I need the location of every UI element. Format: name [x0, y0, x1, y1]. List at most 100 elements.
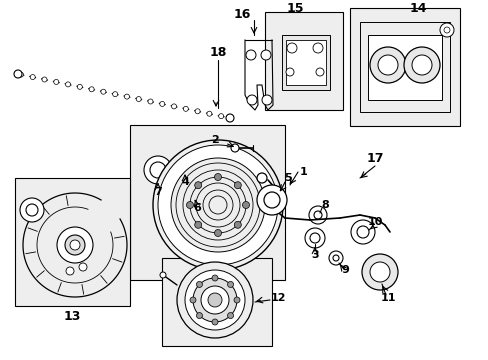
- Circle shape: [285, 68, 293, 76]
- Circle shape: [65, 235, 85, 255]
- Circle shape: [194, 182, 201, 189]
- Circle shape: [177, 262, 252, 338]
- Circle shape: [212, 319, 218, 325]
- Circle shape: [439, 23, 453, 37]
- Circle shape: [361, 254, 397, 290]
- Circle shape: [234, 297, 240, 303]
- Circle shape: [143, 156, 172, 184]
- Circle shape: [175, 157, 195, 177]
- Circle shape: [136, 96, 141, 102]
- Circle shape: [26, 204, 38, 216]
- Circle shape: [160, 272, 165, 278]
- Circle shape: [196, 312, 202, 319]
- Circle shape: [227, 312, 233, 319]
- Text: 7: 7: [154, 187, 162, 197]
- Text: 6: 6: [193, 203, 201, 213]
- Circle shape: [227, 282, 233, 287]
- Circle shape: [245, 50, 256, 60]
- Bar: [162, 258, 271, 346]
- Text: 10: 10: [366, 217, 382, 227]
- Circle shape: [308, 206, 326, 224]
- Bar: [282, 35, 329, 90]
- Circle shape: [186, 202, 193, 208]
- Circle shape: [225, 114, 234, 122]
- Circle shape: [377, 55, 397, 75]
- Text: 14: 14: [408, 3, 426, 15]
- Circle shape: [286, 43, 296, 53]
- Bar: [367, 35, 441, 100]
- Circle shape: [214, 230, 221, 237]
- Circle shape: [214, 174, 221, 180]
- Circle shape: [257, 173, 266, 183]
- Circle shape: [30, 75, 35, 80]
- Circle shape: [66, 267, 74, 275]
- Circle shape: [79, 263, 87, 271]
- Text: 2: 2: [211, 135, 219, 145]
- Circle shape: [54, 80, 59, 85]
- Circle shape: [184, 270, 244, 330]
- Circle shape: [148, 99, 153, 104]
- Bar: [349, 8, 459, 126]
- Circle shape: [356, 226, 368, 238]
- Circle shape: [19, 72, 23, 77]
- Text: 3: 3: [310, 250, 318, 260]
- Circle shape: [14, 70, 22, 78]
- Circle shape: [212, 275, 218, 281]
- Text: 16: 16: [233, 8, 250, 21]
- Circle shape: [194, 221, 201, 228]
- Circle shape: [403, 47, 439, 83]
- Circle shape: [242, 202, 249, 208]
- Circle shape: [195, 109, 200, 114]
- Circle shape: [101, 89, 106, 94]
- Circle shape: [230, 144, 239, 152]
- Circle shape: [176, 172, 207, 204]
- Circle shape: [158, 145, 278, 265]
- Circle shape: [234, 221, 241, 228]
- Circle shape: [234, 182, 241, 189]
- Circle shape: [332, 255, 338, 261]
- Circle shape: [257, 185, 286, 215]
- Circle shape: [150, 162, 165, 178]
- Text: 9: 9: [340, 265, 348, 275]
- Circle shape: [42, 77, 47, 82]
- Text: 1: 1: [300, 167, 307, 177]
- Circle shape: [190, 297, 196, 303]
- Circle shape: [89, 87, 94, 92]
- Bar: [264, 12, 342, 110]
- Circle shape: [218, 114, 223, 119]
- Bar: [359, 22, 449, 112]
- Circle shape: [369, 47, 405, 83]
- Circle shape: [350, 220, 374, 244]
- Bar: [285, 40, 325, 85]
- Circle shape: [246, 95, 257, 105]
- Circle shape: [264, 192, 280, 208]
- Circle shape: [309, 233, 319, 243]
- Circle shape: [180, 162, 190, 172]
- Circle shape: [124, 94, 129, 99]
- Circle shape: [57, 227, 93, 263]
- Circle shape: [201, 286, 228, 314]
- Circle shape: [443, 27, 449, 33]
- Text: 11: 11: [380, 293, 395, 303]
- Text: 8: 8: [321, 200, 328, 210]
- Circle shape: [312, 43, 323, 53]
- Circle shape: [328, 251, 342, 265]
- Bar: [130, 125, 285, 280]
- Circle shape: [206, 111, 211, 116]
- Circle shape: [193, 278, 237, 322]
- Circle shape: [171, 158, 264, 252]
- Text: 4: 4: [181, 177, 188, 187]
- Circle shape: [65, 82, 70, 87]
- Circle shape: [262, 95, 271, 105]
- Circle shape: [183, 179, 201, 197]
- Circle shape: [196, 282, 202, 287]
- Circle shape: [411, 55, 431, 75]
- Text: 12: 12: [270, 293, 285, 303]
- Circle shape: [207, 293, 222, 307]
- Circle shape: [77, 84, 82, 89]
- Circle shape: [183, 106, 188, 111]
- Circle shape: [70, 240, 80, 250]
- Circle shape: [369, 262, 389, 282]
- Circle shape: [305, 228, 325, 248]
- Circle shape: [20, 198, 44, 222]
